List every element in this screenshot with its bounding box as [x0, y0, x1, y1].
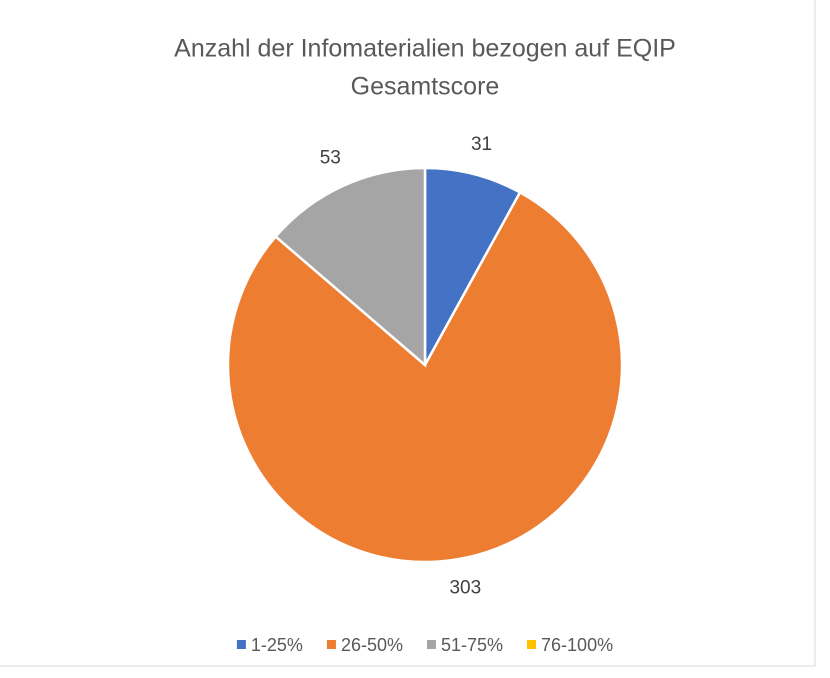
legend-label: 26-50%: [341, 635, 403, 655]
legend-label: 1-25%: [251, 635, 303, 655]
legend-marker: [326, 640, 336, 649]
chart-title: Anzahl der Infomaterialien bezogen auf E…: [174, 35, 676, 63]
legend-marker: [527, 640, 537, 649]
pie-slice: [226, 190, 624, 564]
data-label: 31: [471, 134, 492, 155]
chart-title: Gesamtscore: [351, 73, 500, 101]
legend-marker: [426, 640, 436, 649]
legend-label: 76-100%: [541, 635, 613, 655]
pie-slice: [273, 166, 427, 368]
pie-slice: [423, 166, 522, 366]
data-label: 303: [449, 577, 481, 598]
legend-marker: [236, 640, 246, 649]
data-label: 53: [320, 148, 341, 169]
legend-label: 51-75%: [441, 635, 503, 655]
